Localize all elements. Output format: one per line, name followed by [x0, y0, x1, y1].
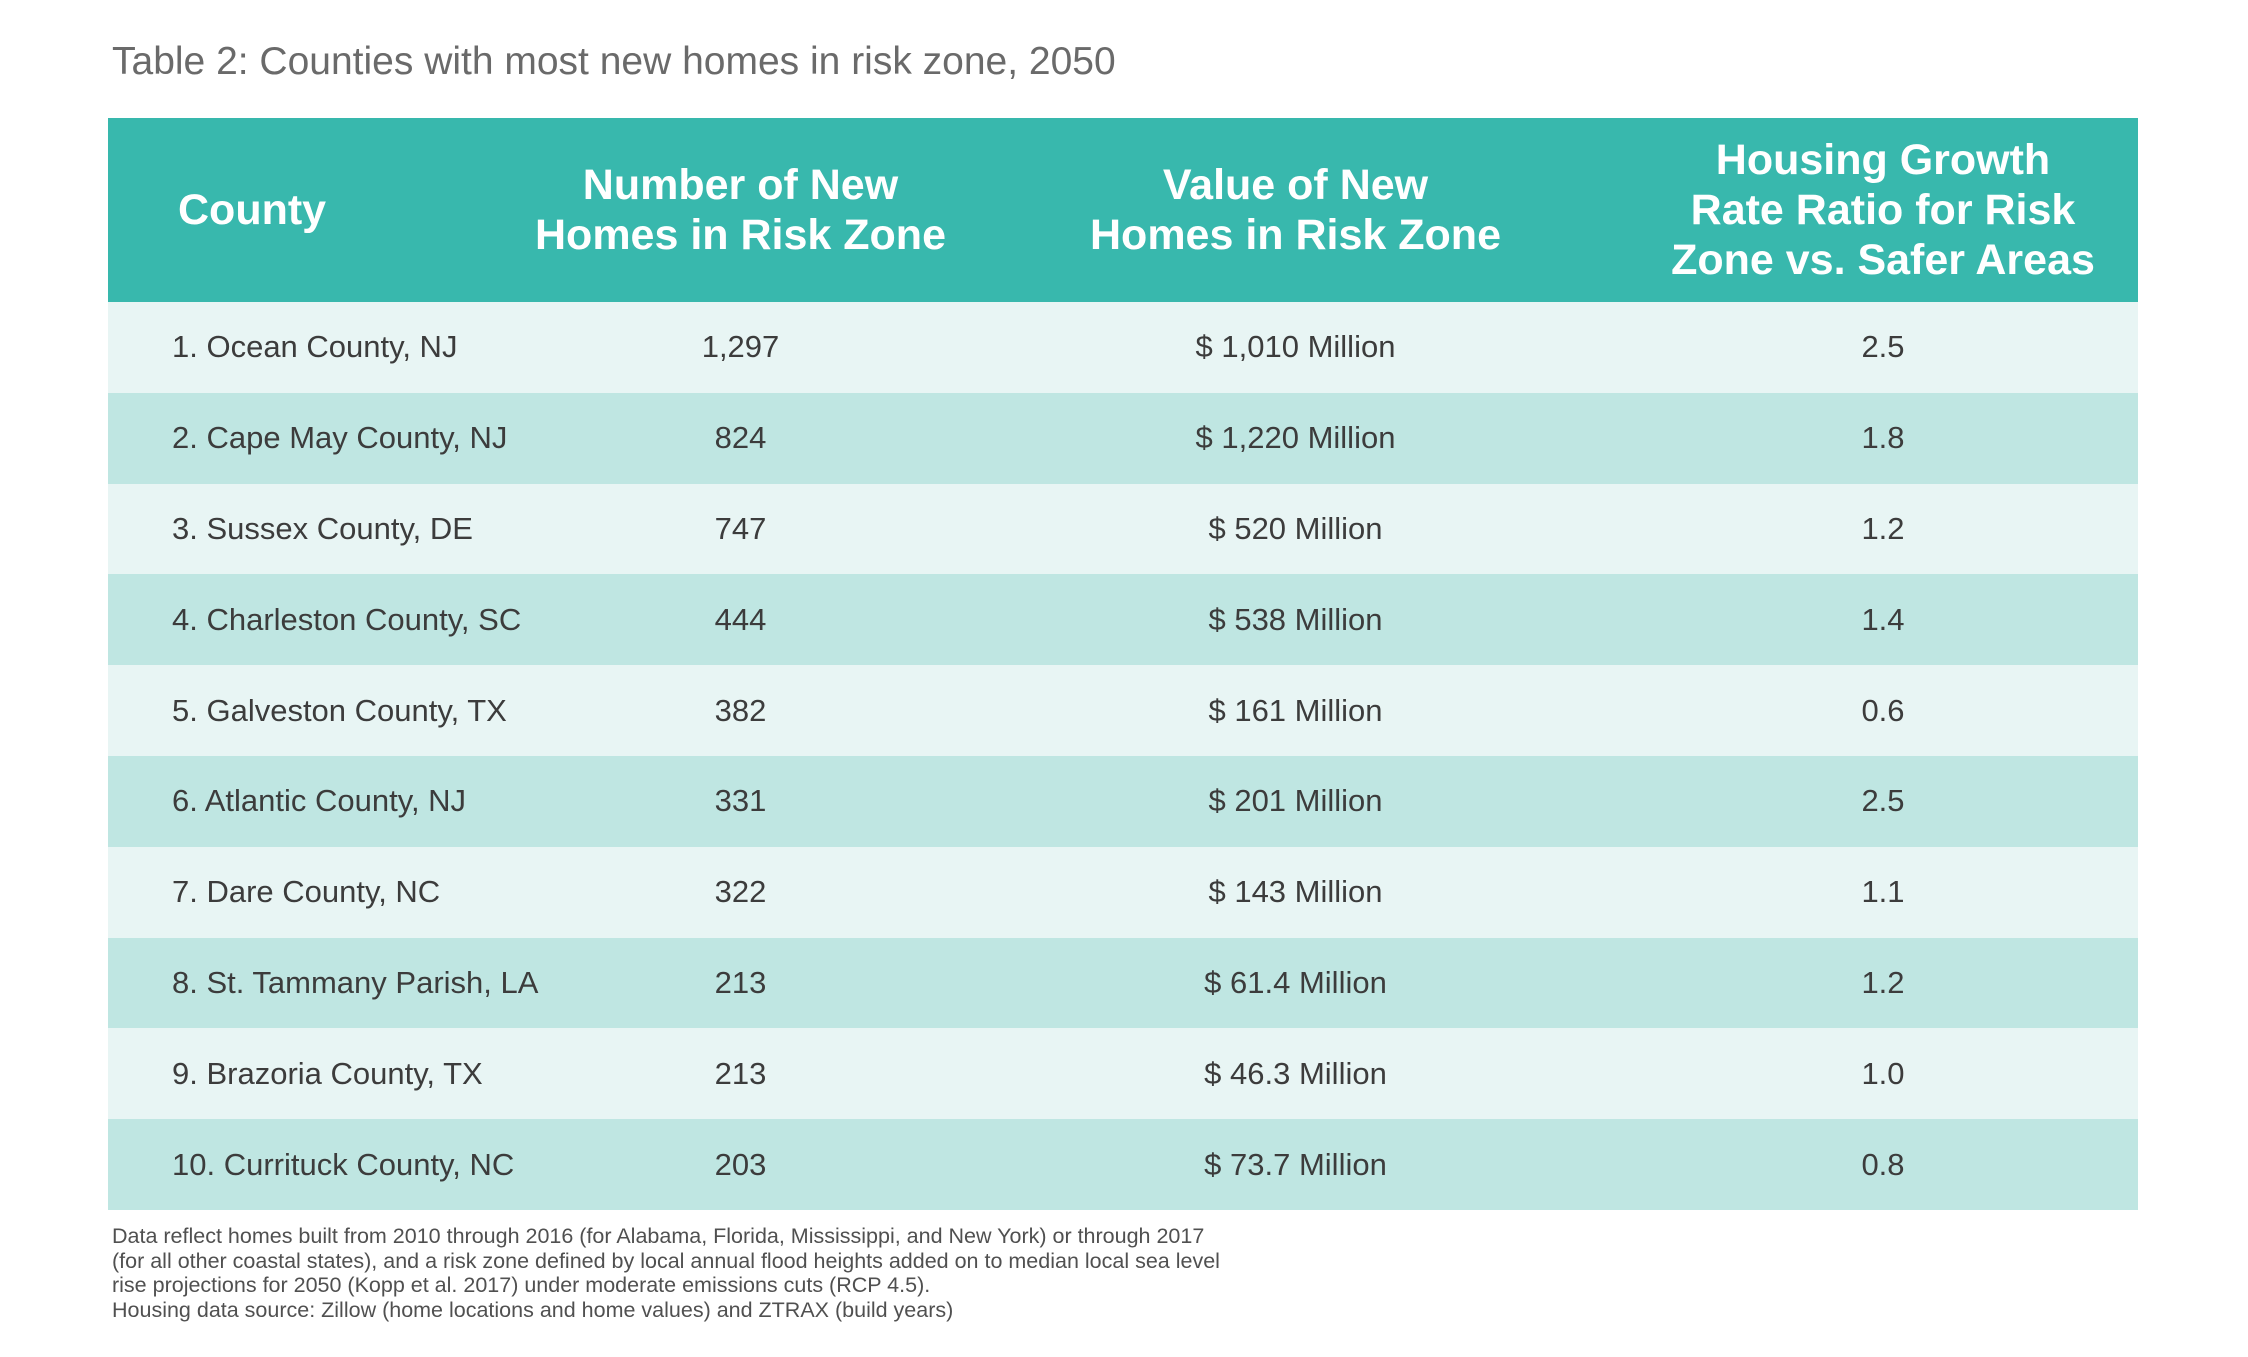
cell-value: $ 538 Million — [1208, 601, 1383, 637]
footnote-line: Data reflect homes built from 2010 throu… — [112, 1224, 1205, 1248]
cell-value: $ 520 Million — [1208, 510, 1383, 546]
cell-ratio: 2.5 — [1861, 783, 1905, 819]
cell-number: 322 — [714, 874, 767, 910]
table-header: County Number of New Homes in Risk Zone … — [108, 118, 2138, 302]
cell-number: 213 — [714, 1055, 767, 1091]
cell-number: 444 — [714, 601, 767, 637]
table-row: 8. St. Tammany Parish, LA 213 $ 61.4 Mil… — [108, 937, 2138, 1029]
cell-number: 824 — [714, 420, 767, 456]
table-row: 7. Dare County, NC 322 $ 143 Million 1.1 — [108, 846, 2138, 938]
cell-county: 1. Ocean County, NJ — [172, 329, 458, 365]
cell-county: 3. Sussex County, DE — [172, 510, 473, 546]
table-body: 1. Ocean County, NJ 1,297 $ 1,010 Millio… — [108, 302, 2138, 1210]
page-title: Table 2: Counties with most new homes in… — [112, 40, 1116, 83]
data-table: County Number of New Homes in Risk Zone … — [108, 118, 2138, 1210]
cell-number: 331 — [714, 783, 767, 819]
footnote-line: rise projections for 2050 (Kopp et al. 2… — [112, 1273, 931, 1297]
cell-ratio: 1.1 — [1861, 874, 1905, 910]
cell-number: 382 — [714, 692, 767, 728]
cell-ratio: 0.8 — [1861, 1146, 1905, 1182]
cell-county: 8. St. Tammany Parish, LA — [172, 964, 539, 1000]
cell-number: 203 — [714, 1146, 767, 1182]
cell-ratio: 0.6 — [1861, 692, 1905, 728]
cell-value: $ 1,220 Million — [1195, 420, 1396, 456]
table-row: 3. Sussex County, DE 747 $ 520 Million 1… — [108, 483, 2138, 575]
header-county: County — [178, 186, 327, 234]
cell-ratio: 1.2 — [1861, 964, 1905, 1000]
table-row: 1. Ocean County, NJ 1,297 $ 1,010 Millio… — [108, 302, 2138, 393]
cell-county: 4. Charleston County, SC — [172, 601, 522, 637]
cell-county: 7. Dare County, NC — [172, 874, 441, 910]
table-row: 9. Brazoria County, TX 213 $ 46.3 Millio… — [108, 1028, 2138, 1120]
cell-county: 6. Atlantic County, NJ — [172, 783, 467, 819]
table-row: 5. Galveston County, TX 382 $ 161 Millio… — [108, 665, 2138, 756]
cell-county: 5. Galveston County, TX — [172, 692, 507, 728]
header-number-of-new-homes: Number of New Homes in Risk Zone — [535, 161, 946, 259]
footnote-line: (for all other coastal states), and a ri… — [112, 1248, 1220, 1273]
cell-ratio: 1.2 — [1861, 510, 1905, 546]
cell-value: $ 1,010 Million — [1195, 329, 1396, 365]
table-row: 2. Cape May County, NJ 824 $ 1,220 Milli… — [108, 392, 2138, 484]
cell-value: $ 73.7 Million — [1204, 1146, 1387, 1182]
table-row: 10. Currituck County, NC 203 $ 73.7 Mill… — [108, 1119, 2138, 1210]
cell-county: 2. Cape May County, NJ — [172, 420, 508, 456]
header-growth-rate-ratio: Housing Growth Rate Ratio for Risk Zone … — [1671, 136, 2095, 284]
cell-number: 213 — [714, 964, 767, 1000]
cell-county: 9. Brazoria County, TX — [172, 1055, 483, 1091]
cell-value: $ 161 Million — [1208, 692, 1383, 728]
header-value-of-new-homes: Value of New Homes in Risk Zone — [1090, 161, 1501, 259]
cell-value: $ 201 Million — [1208, 783, 1383, 819]
footnote: Data reflect homes built from 2010 throu… — [112, 1224, 1412, 1322]
cell-ratio: 1.8 — [1861, 420, 1905, 456]
table-row: 6. Atlantic County, NJ 331 $ 201 Million… — [108, 755, 2138, 847]
footnote-line: Housing data source: Zillow (home locati… — [112, 1297, 954, 1322]
cell-ratio: 2.5 — [1861, 329, 1905, 365]
cell-number: 747 — [714, 510, 767, 546]
cell-ratio: 1.0 — [1861, 1055, 1905, 1091]
cell-number: 1,297 — [701, 329, 780, 365]
cell-county: 10. Currituck County, NC — [172, 1146, 515, 1182]
cell-value: $ 61.4 Million — [1204, 964, 1387, 1000]
cell-ratio: 1.4 — [1861, 601, 1905, 637]
cell-value: $ 143 Million — [1208, 874, 1383, 910]
cell-value: $ 46.3 Million — [1204, 1055, 1387, 1091]
table-row: 4. Charleston County, SC 444 $ 538 Milli… — [108, 574, 2138, 666]
